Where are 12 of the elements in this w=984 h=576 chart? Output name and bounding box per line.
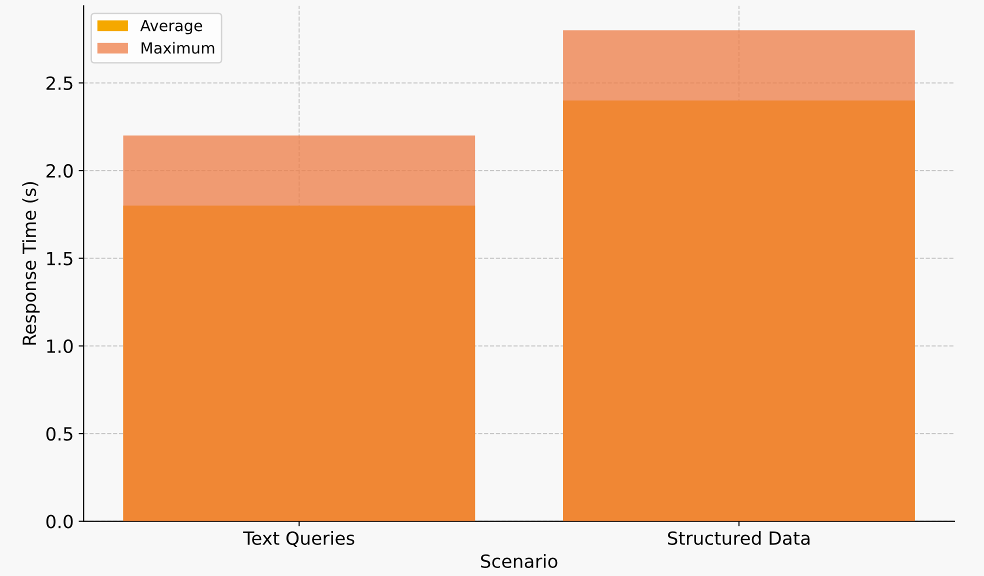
x-tick-label: Text Queries (243, 531, 354, 548)
y-tick-label: 2.0 (46, 164, 73, 178)
y-tick-label: 1.0 (47, 339, 73, 354)
y-tick-label: 1.5 (47, 252, 72, 266)
x-axis-title: Scenario (481, 554, 558, 568)
y-tick-label: 0.5 (46, 427, 72, 441)
legend-label: Maximum (142, 42, 214, 54)
x-tick-label: Structured Data (668, 531, 810, 545)
y-axis-title: Response Time (s) (22, 182, 40, 345)
y-tick-label: 2.5 (46, 76, 72, 90)
legend-label: Average (140, 20, 202, 34)
y-tick-label: 0.0 (46, 514, 73, 528)
